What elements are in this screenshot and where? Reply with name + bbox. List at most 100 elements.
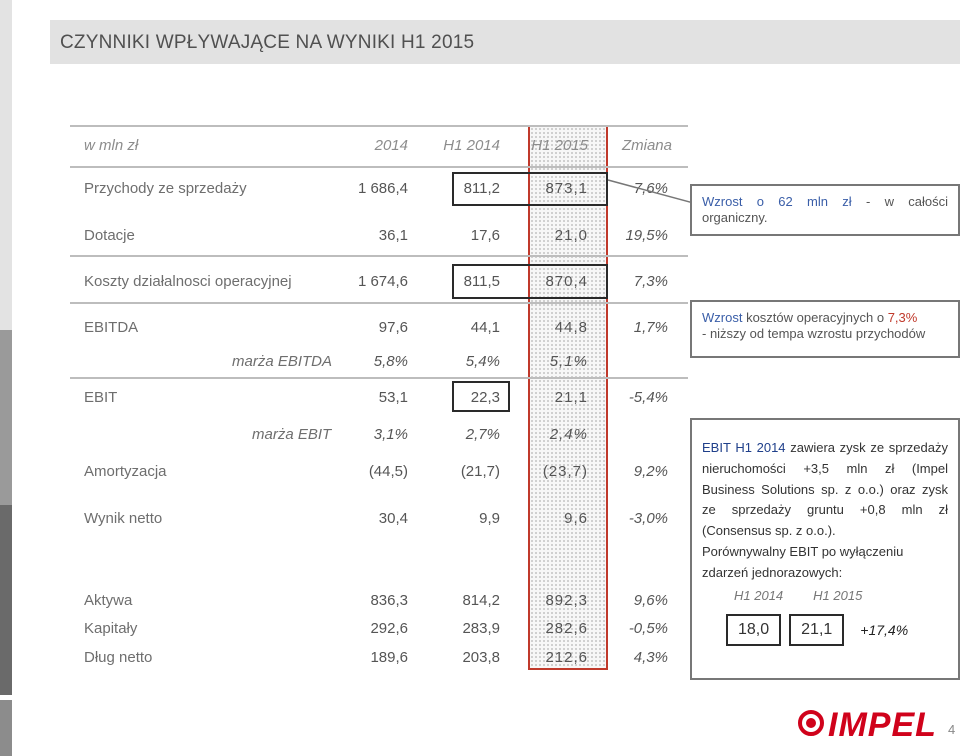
costs-note-line2: - niższy od tempa wzrostu przychodów — [702, 326, 926, 342]
row-equity-2014: 292,6 — [370, 620, 408, 637]
revenue-h1-2014-box — [452, 172, 608, 206]
row-revenue-h1-2014: 811,2 — [463, 180, 500, 197]
left-bar-light — [0, 0, 12, 330]
row-assets-h1-2014: 814,2 — [462, 592, 500, 609]
row-ebitda-2014: 97,6 — [378, 319, 408, 336]
ebit-note-text1: zawiera zysk ze sprzedaży nieruchomości … — [702, 440, 948, 539]
left-bar-dark — [0, 505, 12, 695]
row-label-net-debt: Dług netto — [84, 649, 153, 666]
ebit-comparable-h1-2014: 18,0 — [726, 614, 782, 646]
row-ebit-margin-2014: 3,1% — [373, 426, 408, 443]
divider-after-ebitda — [70, 377, 688, 379]
row-subsidies-h1-2015: 21,0 — [554, 227, 588, 244]
row-ebit-2014: 53,1 — [378, 389, 408, 406]
ebit-h1-2014-box — [452, 381, 510, 412]
row-costs-2014: 1 674,6 — [357, 273, 408, 290]
ebit-note-paragraph: EBIT H1 2014 zawiera zysk ze sprzedaży n… — [702, 438, 948, 542]
ebit-comparable-change: +17,4% — [860, 621, 909, 638]
row-costs-change: 7,3% — [633, 273, 668, 290]
row-ebitda-margin-h1-2014: 5,4% — [465, 353, 500, 370]
row-ebit-margin-h1-2014: 2,7% — [465, 426, 500, 443]
row-ebit-margin-h1-2015: 2,4% — [549, 426, 588, 443]
row-ebitda-change: 1,7% — [633, 319, 668, 336]
costs-note-pct: 7,3% — [887, 310, 918, 325]
row-subsidies-change: 19,5% — [625, 227, 668, 244]
ebit-note-columns: H1 2014 H1 2015 — [702, 586, 948, 607]
revenue-note-prefix: Wzrost o — [702, 194, 779, 209]
row-revenue-2014: 1 686,4 — [357, 180, 408, 197]
row-net-result-h1-2014: 9,9 — [479, 510, 500, 527]
divider-after-subsidies — [70, 255, 688, 257]
revenue-note-suffix: - w całości organiczny. — [702, 194, 948, 226]
impel-logo-mark: IMPEL — [798, 706, 937, 744]
row-depreciation-h1-2014: (21,7) — [460, 463, 500, 480]
left-bar-bottom — [0, 700, 12, 756]
row-label-ebit: EBIT — [84, 389, 118, 406]
header-h1-2014: H1 2014 — [443, 137, 500, 154]
row-net-debt-change: 4,3% — [633, 649, 668, 666]
row-depreciation-2014: (44,5) — [368, 463, 408, 480]
row-ebitda-margin-h1-2015: 5,1% — [549, 353, 588, 370]
row-label-assets: Aktywa — [84, 592, 133, 609]
costs-note-prefix: Wzrost — [702, 310, 743, 325]
ebit-note-values: 18,0 21,1 +17,4% — [702, 614, 948, 646]
row-label-operating-costs: Koszty działalnosci operacyjnej — [84, 273, 292, 290]
row-equity-h1-2015: 282,6 — [545, 620, 588, 637]
row-label-subsidies: Dotacje — [84, 227, 135, 244]
ebit-note-col-a: H1 2014 — [734, 587, 784, 603]
revenue-note-amount: 62 mln zł — [778, 194, 852, 209]
row-revenue-change: 7,6% — [633, 180, 668, 197]
row-label-equity: Kapitały — [84, 620, 138, 637]
row-assets-2014: 836,3 — [370, 592, 408, 609]
impel-logo: IMPEL — [798, 703, 938, 744]
row-net-debt-h1-2015: 212,6 — [545, 649, 588, 666]
ebit-note-lead: EBIT H1 2014 — [702, 440, 786, 455]
row-label-ebitda-margin: marża EBITDA — [232, 353, 333, 370]
row-costs-h1-2014: 811,5 — [463, 273, 500, 290]
row-equity-change: -0,5% — [628, 620, 668, 637]
row-ebit-change: -5,4% — [628, 389, 668, 406]
ebit-explanation-note: EBIT H1 2014 zawiera zysk ze sprzedaży n… — [690, 418, 960, 680]
row-ebitda-h1-2014: 44,1 — [470, 319, 500, 336]
costs-note-text: kosztów operacyjnych o — [742, 310, 888, 325]
row-ebitda-margin-2014: 5,8% — [373, 353, 408, 370]
row-subsidies-2014: 36,1 — [378, 227, 408, 244]
title-bar: CZYNNIKI WPŁYWAJĄCE NA WYNIKI H1 2015 — [50, 20, 960, 64]
page-title: CZYNNIKI WPŁYWAJĄCE NA WYNIKI H1 2015 — [60, 32, 475, 53]
row-costs-h1-2015: 870,4 — [545, 273, 588, 290]
row-label-ebitda: EBITDA — [84, 319, 139, 336]
header-h1-2015: H1 2015 — [531, 137, 588, 154]
row-net-debt-h1-2014: 203,8 — [462, 649, 500, 666]
page-number: 4 — [948, 722, 956, 737]
header-bottom-line — [70, 166, 688, 168]
row-net-result-h1-2015: 9,6 — [564, 510, 588, 527]
ebit-comparable-h1-2015: 21,1 — [789, 614, 845, 646]
row-depreciation-change: 9,2% — [633, 463, 668, 480]
row-revenue-h1-2015: 873,1 — [545, 180, 588, 197]
ebit-note-col-b: H1 2015 — [813, 587, 863, 603]
row-net-debt-2014: 189,6 — [370, 649, 408, 666]
costs-h1-2014-box — [452, 264, 608, 299]
row-assets-h1-2015: 892,3 — [545, 592, 588, 609]
row-label-net-result: Wynik netto — [84, 510, 163, 527]
costs-growth-note: Wzrost kosztów operacyjnych o 7,3% - niż… — [690, 300, 960, 358]
row-net-result-2014: 30,4 — [378, 510, 408, 527]
revenue-growth-note: Wzrost o 62 mln zł - w całości organiczn… — [690, 184, 960, 236]
row-subsidies-h1-2014: 17,6 — [470, 227, 500, 244]
ebit-note-text2: Porównywalny EBIT po wyłączeniu zdarzeń … — [702, 543, 904, 580]
highlight-column-h1-2015 — [528, 125, 608, 670]
row-ebitda-h1-2015: 44,8 — [554, 319, 588, 336]
row-depreciation-h1-2015: (23,7) — [542, 463, 588, 480]
row-ebit-h1-2014: 22,3 — [470, 389, 500, 406]
impel-logo-text: IMPEL — [828, 706, 937, 743]
left-bar-mid — [0, 330, 12, 505]
row-assets-change: 9,6% — [633, 592, 668, 609]
header-2014: 2014 — [374, 137, 408, 154]
header-unit-label: w mln zł — [84, 137, 139, 154]
row-net-result-change: -3,0% — [628, 510, 668, 527]
row-label-depreciation: Amortyzacja — [84, 463, 167, 480]
row-label-revenue: Przychody ze sprzedaży — [84, 180, 247, 197]
row-equity-h1-2014: 283,9 — [462, 620, 500, 637]
header-change: Zmiana — [621, 137, 672, 154]
row-ebit-h1-2015: 21,1 — [554, 389, 588, 406]
